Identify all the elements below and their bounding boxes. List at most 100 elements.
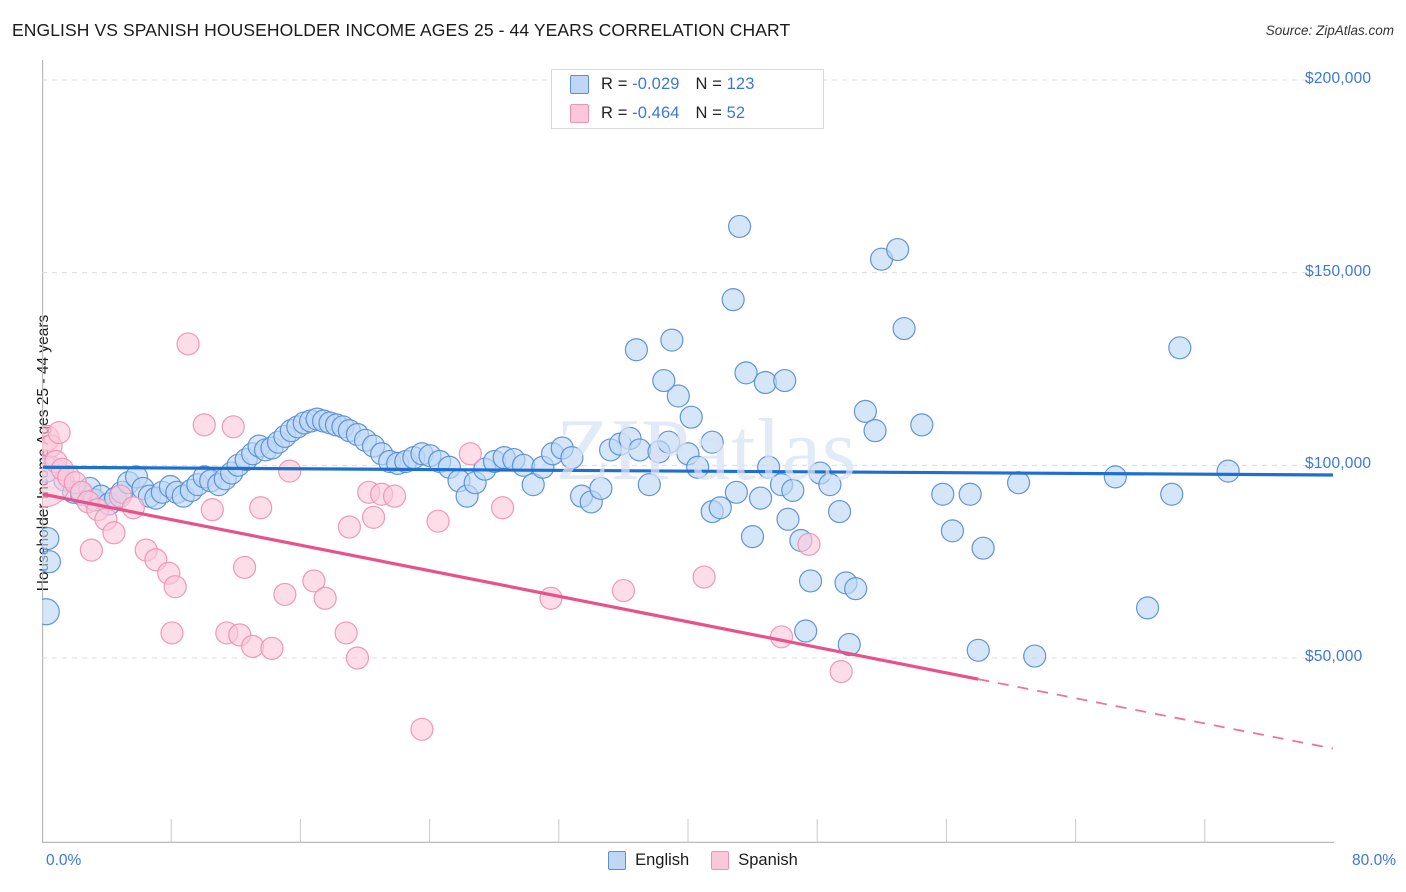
data-point xyxy=(844,577,868,601)
data-point xyxy=(734,361,758,385)
data-point xyxy=(273,582,297,607)
series-spanish xyxy=(42,332,853,741)
data-point xyxy=(794,619,818,643)
data-point xyxy=(724,480,748,504)
source-attribution: Source: ZipAtlas.com xyxy=(1265,23,1394,38)
data-point xyxy=(798,569,823,593)
page-title: ENGLISH VS SPANISH HOUSEHOLDER INCOME AG… xyxy=(12,20,791,40)
data-point xyxy=(278,459,302,483)
english-r-value: -0.029 xyxy=(632,75,680,93)
data-point xyxy=(42,550,62,574)
spanish-r-value: -0.464 xyxy=(632,104,680,122)
english-stats-text: R = -0.029 N = 123 xyxy=(601,75,754,94)
spanish-legend-label: Spanish xyxy=(738,851,798,869)
spanish-legend-swatch-icon xyxy=(711,851,730,870)
data-point xyxy=(966,638,990,662)
data-point xyxy=(1160,482,1184,506)
data-point xyxy=(1216,459,1240,483)
stats-row-spanish: R = -0.464 N = 52 xyxy=(552,99,823,128)
data-point xyxy=(302,569,326,593)
data-point xyxy=(1135,596,1160,620)
legend-item-english[interactable]: English xyxy=(608,851,689,870)
data-point xyxy=(781,478,805,502)
data-point xyxy=(660,328,684,352)
data-point xyxy=(47,420,71,445)
data-point xyxy=(666,384,690,408)
spanish-n-value: 52 xyxy=(726,104,746,122)
data-point xyxy=(313,586,337,610)
data-point xyxy=(1023,644,1047,668)
spanish-stats-text: R = -0.464 N = 52 xyxy=(601,104,745,123)
data-point xyxy=(853,399,877,423)
data-point xyxy=(628,438,652,462)
data-point xyxy=(818,473,842,497)
data-point xyxy=(637,473,661,497)
data-point xyxy=(692,565,716,589)
x-axis-max-label: 80.0% xyxy=(1352,852,1396,869)
data-point xyxy=(679,405,703,429)
data-point xyxy=(863,419,887,443)
data-point xyxy=(892,316,916,341)
data-point xyxy=(102,521,126,545)
data-point xyxy=(176,332,200,356)
data-point xyxy=(721,288,745,312)
data-point xyxy=(931,482,955,506)
data-point xyxy=(748,486,773,510)
correlation-stats-box: R = -0.029 N = 123 R = -0.464 N = 52 xyxy=(551,69,824,129)
english-n-label: N = xyxy=(695,75,727,93)
data-point xyxy=(611,578,636,603)
data-point xyxy=(740,525,765,549)
stats-row-english: R = -0.029 N = 123 xyxy=(552,70,823,99)
spanish-n-label: N = xyxy=(695,104,727,122)
data-point xyxy=(249,496,273,520)
data-point xyxy=(458,442,482,466)
data-point xyxy=(232,555,257,580)
data-point xyxy=(163,575,187,599)
data-point xyxy=(382,484,407,508)
data-point xyxy=(511,453,536,477)
data-point xyxy=(773,368,797,393)
data-point xyxy=(727,214,752,239)
data-point xyxy=(797,532,821,556)
data-point xyxy=(42,598,60,626)
data-point xyxy=(200,498,224,522)
data-point xyxy=(192,413,216,437)
data-point xyxy=(426,509,450,533)
data-point xyxy=(827,499,852,524)
series-english xyxy=(42,214,1240,668)
data-point xyxy=(769,625,794,649)
data-point xyxy=(241,634,265,659)
legend-item-spanish[interactable]: Spanish xyxy=(711,851,798,870)
y-tick-label-200000: $200,000 xyxy=(1305,70,1372,87)
data-point xyxy=(910,413,934,437)
data-point xyxy=(829,659,853,684)
data-point xyxy=(490,496,515,520)
plot-area xyxy=(42,60,1334,843)
data-point xyxy=(260,636,284,660)
data-point xyxy=(686,455,710,479)
data-point xyxy=(971,536,995,560)
data-point xyxy=(753,370,778,395)
data-point xyxy=(708,496,732,520)
data-point xyxy=(657,430,681,454)
data-point xyxy=(940,519,965,543)
english-n-value: 123 xyxy=(726,75,755,93)
y-tick-label-150000: $150,000 xyxy=(1305,262,1372,280)
data-point xyxy=(121,496,145,520)
data-point xyxy=(1103,465,1127,489)
data-point xyxy=(221,415,245,439)
trendline-extrapolated-spanish xyxy=(978,678,1334,750)
data-point xyxy=(652,368,676,393)
english-swatch-icon xyxy=(570,75,589,94)
spanish-swatch-icon xyxy=(570,104,589,123)
data-point xyxy=(410,717,434,741)
series-legend: English Spanish xyxy=(0,851,1406,870)
y-tick-label-100000: $100,000 xyxy=(1305,455,1372,473)
data-point xyxy=(776,507,800,531)
data-point xyxy=(886,237,910,262)
data-point xyxy=(624,338,649,362)
data-point xyxy=(1006,471,1031,495)
data-point xyxy=(345,646,370,670)
data-point xyxy=(1168,336,1192,360)
